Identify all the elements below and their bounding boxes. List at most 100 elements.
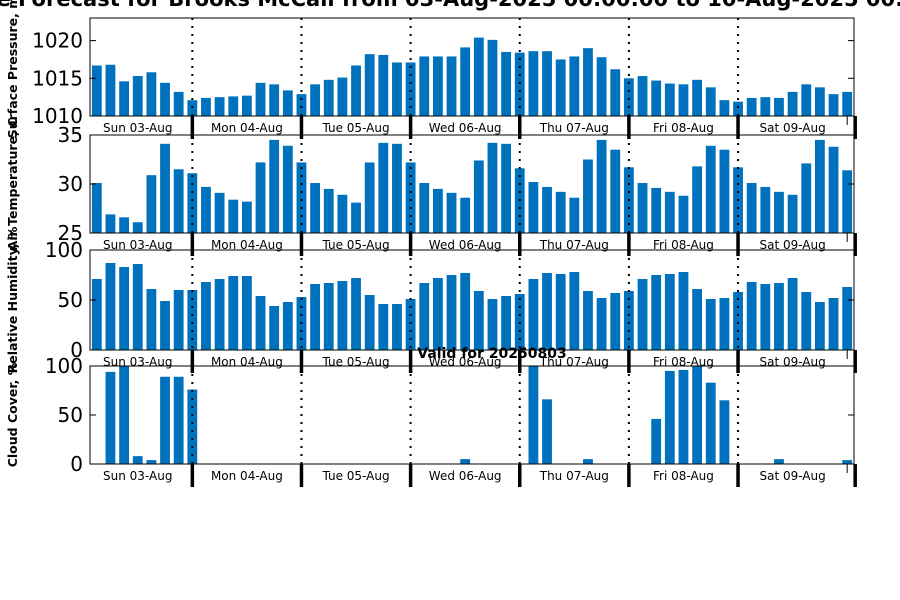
bar — [446, 192, 457, 233]
y-axis-label: Air Temperature, C — [5, 118, 20, 251]
bar — [269, 306, 280, 350]
bar — [501, 143, 512, 233]
bar — [392, 143, 402, 233]
day-label: Tue 05-Aug — [321, 469, 389, 483]
bar — [787, 278, 798, 350]
bar — [692, 166, 703, 233]
bar — [310, 84, 321, 116]
bar — [610, 69, 621, 116]
bar — [501, 296, 512, 350]
day-label: Sat 09-Aug — [759, 469, 825, 483]
bar — [746, 282, 757, 350]
bar — [419, 283, 430, 350]
bar — [774, 283, 784, 350]
bar — [241, 276, 252, 350]
y-tick-label: 100 — [45, 238, 83, 262]
axes-frame — [89, 365, 855, 465]
day-label: Sat 09-Aug — [759, 238, 825, 252]
bar — [201, 97, 211, 116]
bar — [392, 62, 402, 116]
bar — [241, 95, 252, 116]
bar — [160, 301, 170, 350]
bar — [310, 284, 321, 350]
bar — [774, 459, 784, 464]
bar — [241, 201, 252, 233]
bar — [146, 460, 157, 464]
bar — [132, 264, 143, 350]
bar — [255, 296, 266, 350]
bar — [378, 304, 389, 350]
bar — [269, 139, 280, 233]
bar — [705, 87, 716, 116]
bar — [364, 295, 375, 350]
bar — [760, 284, 771, 350]
bar — [583, 459, 593, 464]
bar — [187, 290, 198, 350]
y-tick-label: 50 — [58, 288, 83, 312]
bar — [583, 48, 593, 116]
bar — [337, 194, 348, 233]
bar — [351, 202, 361, 233]
bar — [555, 191, 566, 233]
day-label: Mon 04-Aug — [211, 238, 283, 252]
day-label: Sun 03-Aug — [103, 355, 172, 369]
bar — [432, 188, 443, 233]
bar — [132, 76, 143, 116]
bar — [787, 91, 798, 116]
bar — [323, 283, 334, 350]
day-label: Sat 09-Aug — [759, 121, 825, 135]
bar — [842, 460, 853, 464]
day-label: Thu 07-Aug — [539, 469, 609, 483]
bar — [733, 101, 743, 116]
bar — [814, 87, 825, 116]
bar — [596, 139, 607, 233]
bar — [610, 149, 621, 233]
bar — [596, 298, 607, 350]
bar — [214, 279, 225, 350]
bar — [228, 276, 239, 350]
day-label: Fri 08-Aug — [653, 121, 714, 135]
bar — [705, 299, 716, 350]
bar — [664, 83, 675, 116]
bar — [651, 80, 662, 116]
y-tick-label: 1020 — [32, 29, 83, 53]
bar — [446, 56, 457, 116]
y-axis-label: Cloud Cover, % — [5, 362, 20, 467]
bar — [146, 72, 157, 116]
bar — [146, 289, 157, 350]
bar — [623, 78, 634, 116]
bar — [528, 279, 539, 350]
bar — [842, 170, 853, 233]
bar — [405, 162, 416, 233]
bar — [637, 183, 648, 233]
day-label: Fri 08-Aug — [653, 355, 714, 369]
bar — [542, 399, 552, 464]
bar — [569, 272, 580, 350]
bar — [528, 51, 539, 116]
bar — [664, 370, 675, 464]
bar — [228, 199, 239, 233]
bar — [132, 222, 143, 233]
bar — [105, 371, 116, 464]
bar — [487, 142, 498, 233]
bar — [419, 56, 430, 116]
bar — [801, 163, 812, 233]
bar — [555, 274, 566, 350]
bar — [296, 94, 307, 116]
bar — [282, 302, 293, 350]
bar — [787, 194, 798, 233]
bar — [405, 62, 416, 116]
bar — [296, 162, 307, 233]
bar — [678, 369, 689, 464]
axes-frame — [89, 17, 855, 117]
bar — [323, 79, 334, 116]
bar — [105, 263, 116, 350]
bar — [651, 275, 662, 350]
bar — [801, 84, 812, 116]
bar — [555, 59, 566, 116]
bar — [351, 278, 361, 350]
bar — [432, 56, 443, 116]
bar — [692, 79, 703, 116]
bar — [664, 191, 675, 233]
bar — [651, 418, 662, 464]
